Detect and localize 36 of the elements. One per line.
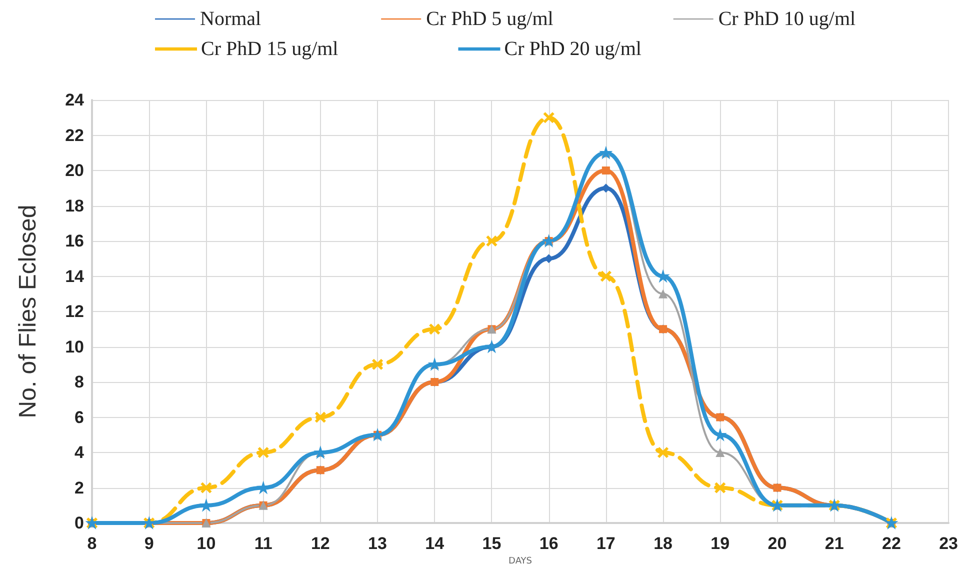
y-tick-label: 20 <box>65 161 84 180</box>
x-tick-label: 20 <box>768 534 787 553</box>
x-tick-label: 8 <box>87 534 97 553</box>
legend-label: Cr PhD 20 ug/ml <box>504 38 642 60</box>
y-tick-label: 22 <box>65 126 84 145</box>
legend-label: Cr PhD 5 ug/ml <box>426 8 554 30</box>
y-tick-label: 24 <box>65 90 85 110</box>
y-tick-label: 10 <box>65 337 84 356</box>
x-tick-label: 17 <box>596 534 616 553</box>
x-tick-label: 15 <box>482 534 502 553</box>
y-tick-label: 16 <box>65 232 84 250</box>
legend-label: Cr PhD 10 ug/ml <box>718 8 856 30</box>
x-tick-label: 13 <box>368 534 387 553</box>
x-tick-label: 22 <box>882 534 901 553</box>
x-tick-label: 10 <box>196 534 216 553</box>
y-tick-label: 2 <box>74 478 84 498</box>
x-axis-title: DAYS <box>508 556 532 566</box>
x-tick-label: 23 <box>939 534 958 553</box>
x-tick-label: 18 <box>654 534 672 553</box>
x-tick-label: 12 <box>310 534 330 553</box>
y-tick-label: 18 <box>65 196 84 216</box>
y-tick-label: 0 <box>74 514 84 532</box>
x-tick-label: 16 <box>539 534 558 553</box>
y-tick-label: 6 <box>74 408 84 427</box>
x-tick-label: 19 <box>710 534 730 553</box>
legend-label: Normal <box>200 8 262 30</box>
y-tick-label: 14 <box>65 266 85 286</box>
legend-label: Cr PhD 15 ug/ml <box>201 38 339 60</box>
y-tick-label: 4 <box>74 443 85 462</box>
x-tick-label: 9 <box>144 534 154 553</box>
y-tick-label: 8 <box>74 372 84 392</box>
y-axis-title: No. of Flies Eclosed <box>14 204 42 418</box>
x-tick-label: 21 <box>824 534 844 553</box>
x-tick-label: 14 <box>425 534 445 553</box>
x-tick-label: 11 <box>254 534 272 553</box>
y-tick-label: 12 <box>65 302 84 321</box>
